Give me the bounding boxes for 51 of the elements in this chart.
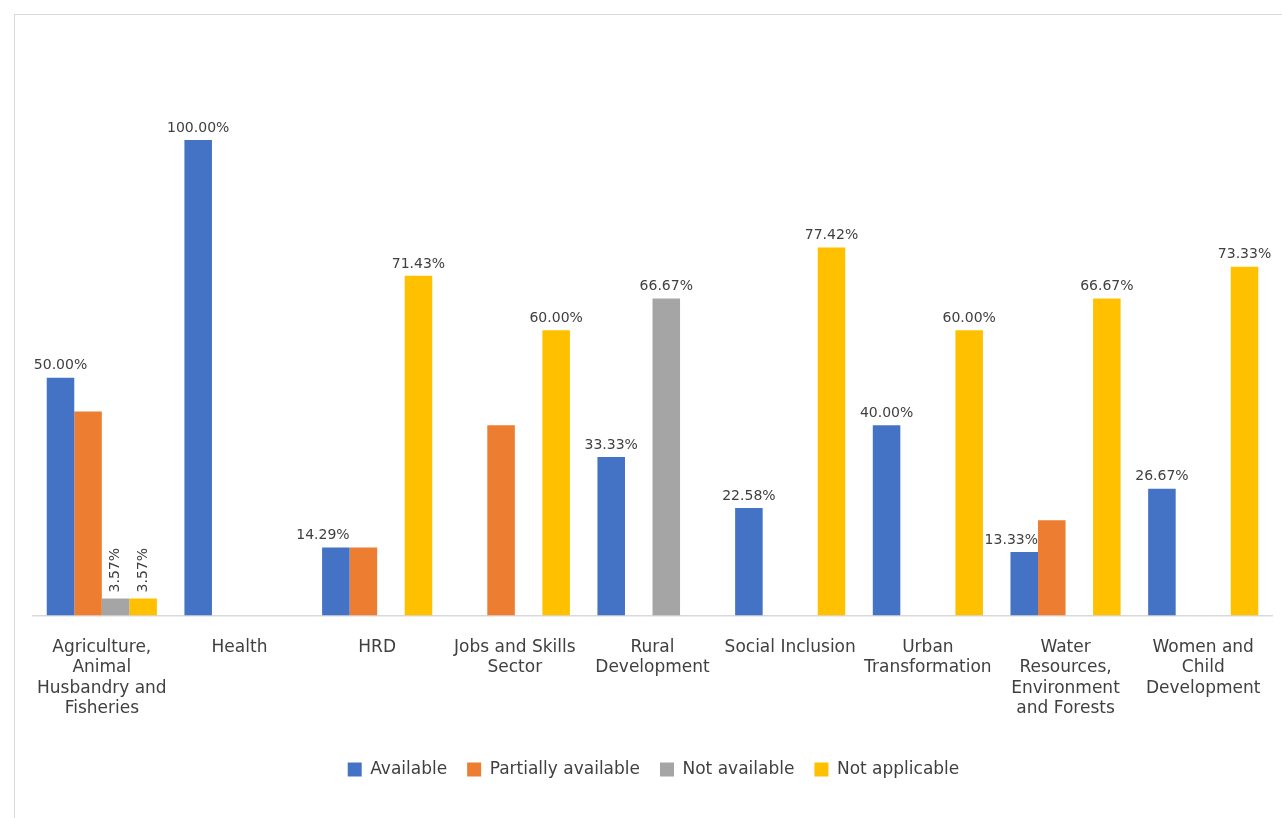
x-tick-label: Health [211, 636, 268, 657]
bar [1230, 266, 1259, 616]
data-label: 66.67% [639, 277, 693, 294]
legend-label: Available [370, 757, 448, 778]
bar [817, 247, 846, 616]
data-label: 60.00% [529, 308, 583, 325]
x-tick-label: Women and Child Development [1146, 636, 1261, 697]
data-label: 26.67% [1135, 467, 1189, 484]
bar [101, 598, 130, 616]
bar [129, 598, 157, 616]
bar [735, 508, 763, 616]
bar [955, 330, 983, 616]
x-tick-label: Jobs and Skills Sector [453, 636, 576, 677]
data-label: 60.00% [942, 308, 996, 325]
bar [1093, 298, 1121, 616]
bar [1010, 552, 1039, 616]
data-label: 13.33% [984, 530, 1039, 547]
bar [872, 425, 901, 616]
x-tick-label: Water Resources, Environment and Forests [1011, 636, 1121, 718]
bar [349, 547, 378, 616]
bar [1038, 520, 1066, 616]
bar [322, 547, 350, 616]
data-label: 14.29% [296, 526, 350, 543]
legend-label: Partially available [489, 757, 640, 778]
bar [542, 330, 570, 616]
x-tick-label: HRD [358, 636, 397, 657]
bar [404, 275, 433, 616]
data-label: 71.43% [391, 254, 446, 271]
data-label: 77.42% [804, 226, 859, 243]
data-label: 3.57% [106, 547, 123, 593]
legend-label: Not applicable [836, 757, 960, 778]
data-label: 33.33% [584, 435, 638, 452]
x-tick-label: Rural Development [595, 636, 711, 677]
data-label: 40.00% [859, 403, 914, 420]
bar [652, 298, 681, 616]
data-label: 100.00% [167, 118, 230, 135]
legend-label: Not available [682, 757, 795, 778]
bar [1148, 488, 1176, 616]
data-label: 50.00% [33, 356, 88, 373]
x-tick-label: Social Inclusion [724, 636, 856, 657]
data-label: 66.67% [1080, 277, 1134, 294]
data-label: 73.33% [1217, 245, 1272, 262]
x-tick-label: Agriculture, Animal Husbandry and Fisheries [37, 636, 167, 718]
bar [46, 377, 75, 616]
x-tick-label: Urban Transformation [863, 636, 992, 677]
data-label: 22.58% [722, 486, 776, 503]
bar [597, 456, 625, 616]
bar [487, 425, 515, 616]
bar [184, 140, 212, 616]
data-label: 3.57% [133, 547, 150, 593]
bar [74, 411, 102, 616]
